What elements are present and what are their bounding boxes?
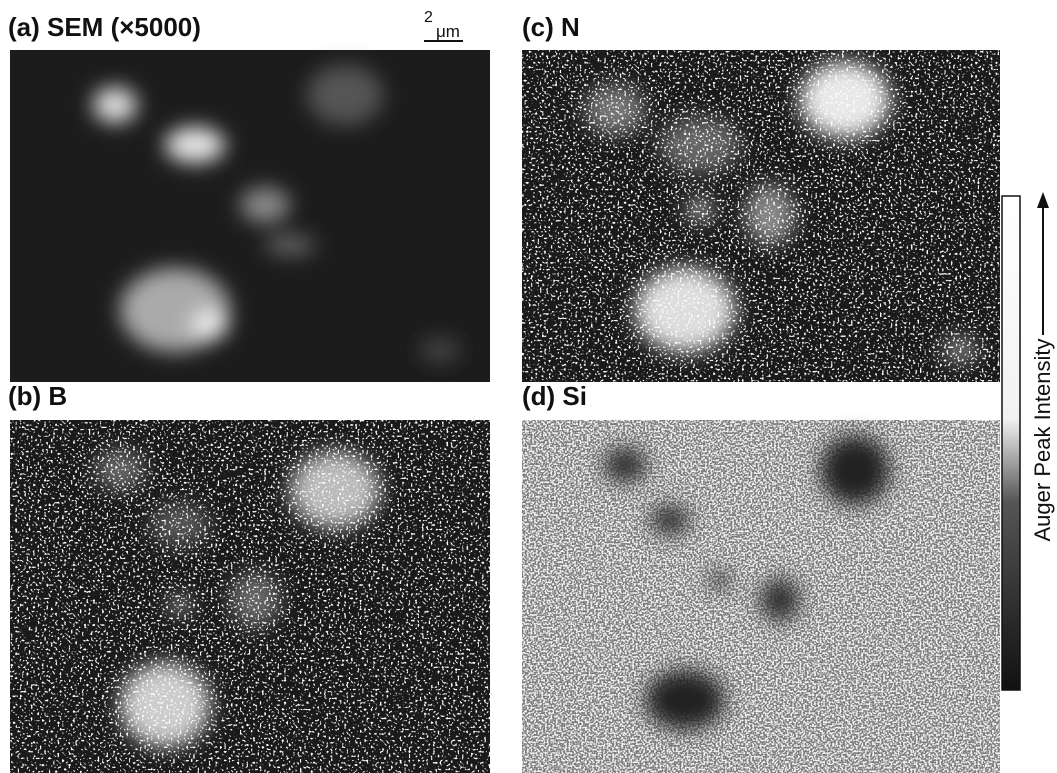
si-map xyxy=(522,420,1000,773)
panel-label: (a) SEM (×5000) xyxy=(8,12,201,42)
scale-bar-value: 2 xyxy=(424,9,433,26)
page: {"panels": [{"label": "(a) SEM (×5000)"}… xyxy=(0,0,1057,773)
b-map xyxy=(10,420,490,773)
panel-label: (b) B xyxy=(8,381,67,411)
colorbar xyxy=(1002,196,1020,690)
panel-label: (c) N xyxy=(522,12,580,42)
sem-image xyxy=(10,50,490,382)
colorbar-label: Auger Peak Intensity xyxy=(1030,338,1055,541)
scale-bar-unit: μm xyxy=(436,22,460,41)
arrow-head xyxy=(1037,192,1049,208)
figure: (a) SEM (×5000) (c) N (b) B (d) Si 2 μm xyxy=(0,0,1057,773)
body: (a) SEM (×5000) (c) N (b) B (d) Si 2 μm xyxy=(0,0,1057,773)
panel-label: (d) Si xyxy=(522,381,587,411)
n-map xyxy=(522,50,1000,382)
